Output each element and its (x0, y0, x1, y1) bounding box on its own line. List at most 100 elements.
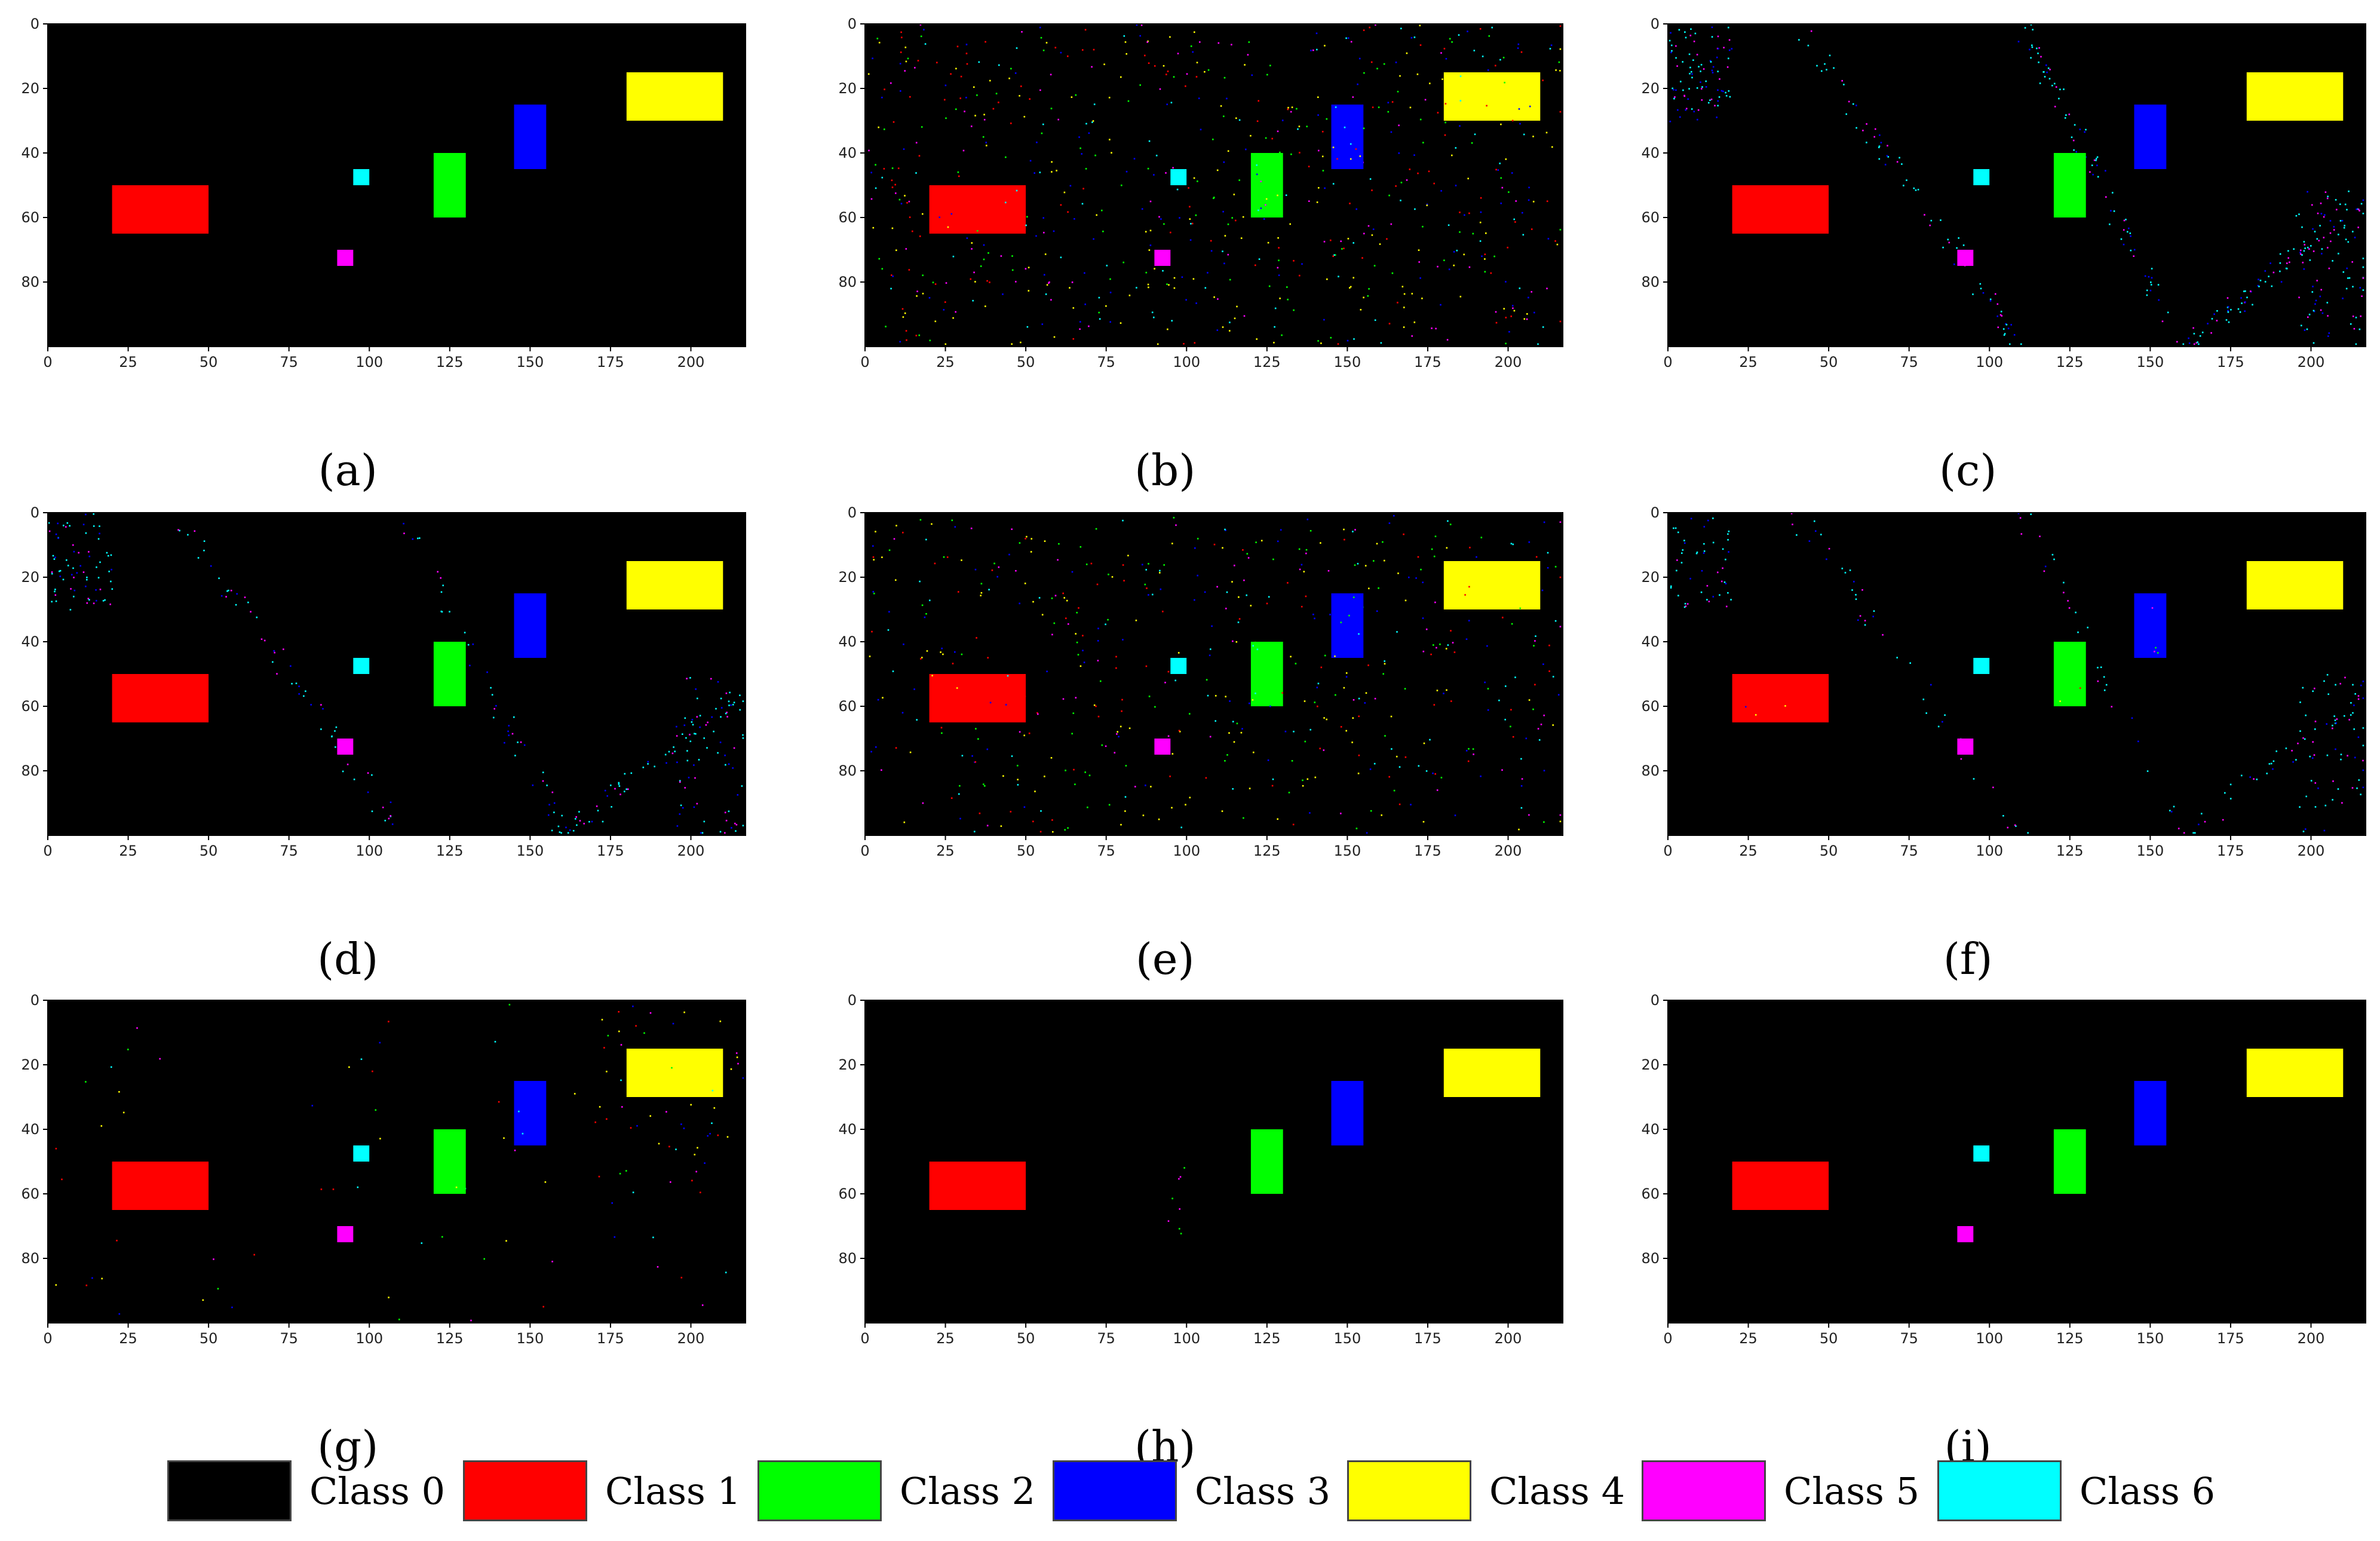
class-region-5 (1957, 250, 1974, 266)
noise-pixel (55, 600, 57, 602)
noise-pixel (2279, 270, 2281, 272)
noise-pixel (1691, 108, 1693, 110)
noise-pixel (982, 136, 984, 138)
noise-pixel (2059, 88, 2061, 90)
noise-pixel (1792, 523, 1793, 525)
x-tick-label: 150 (2136, 1330, 2164, 1347)
noise-pixel (2341, 802, 2343, 804)
dropout-pixel (1459, 100, 1462, 102)
noise-pixel (986, 748, 989, 750)
noise-pixel (1397, 302, 1398, 304)
dropout-pixel (2305, 577, 2307, 579)
panel-label: (a) (318, 445, 378, 495)
noise-pixel (652, 1236, 654, 1239)
noise-pixel (1859, 615, 1861, 617)
noise-pixel (1497, 169, 1499, 171)
noise-pixel (1144, 54, 1146, 57)
noise-pixel (1246, 594, 1247, 596)
noise-pixel (1271, 137, 1273, 140)
noise-pixel (2031, 46, 2034, 48)
noise-pixel (901, 36, 903, 38)
noise-pixel (621, 1106, 623, 1108)
noise-pixel (1872, 615, 1874, 618)
noise-pixel (679, 781, 681, 783)
noise-pixel (1367, 664, 1369, 666)
noise-pixel (955, 311, 956, 313)
noise-pixel (1403, 533, 1404, 535)
noise-pixel (1358, 697, 1360, 700)
noise-pixel (1315, 32, 1318, 35)
noise-pixel (1712, 541, 1715, 544)
dropout-pixel (1468, 586, 1470, 588)
noise-pixel (1040, 810, 1042, 812)
dropout-pixel (1258, 209, 1259, 212)
noise-pixel (1162, 611, 1164, 612)
noise-pixel (1237, 621, 1240, 623)
noise-pixel (1436, 647, 1437, 649)
y-tick-label: 20 (838, 569, 857, 586)
noise-pixel (1314, 617, 1315, 620)
noise-pixel (1861, 589, 1863, 591)
noise-pixel (1305, 552, 1307, 554)
noise-pixel (1060, 204, 1062, 206)
class-region-3 (514, 1081, 547, 1145)
noise-pixel (672, 1022, 674, 1025)
noise-pixel (1376, 543, 1378, 545)
noise-pixel (929, 599, 931, 602)
noise-pixel (110, 554, 112, 556)
noise-pixel (1700, 591, 1703, 593)
noise-pixel (2123, 243, 2125, 246)
noise-pixel (1028, 266, 1030, 268)
panel-label: (d) (317, 934, 378, 984)
noise-pixel (1216, 586, 1218, 588)
x-tick-label: 0 (860, 843, 869, 859)
noise-pixel (618, 782, 620, 784)
noise-pixel (682, 733, 683, 735)
noise-pixel (1151, 311, 1154, 314)
noise-pixel (958, 591, 959, 593)
noise-pixel (583, 823, 585, 825)
noise-pixel (895, 192, 897, 194)
noise-pixel (1676, 65, 1678, 67)
noise-pixel (1098, 296, 1100, 299)
noise-pixel (705, 724, 707, 726)
noise-pixel (2054, 82, 2056, 85)
panel-label: (c) (1939, 445, 1997, 495)
noise-pixel (1295, 663, 1297, 664)
noise-pixel (1541, 589, 1544, 592)
noise-pixel (1068, 623, 1069, 625)
noise-pixel (1249, 788, 1251, 789)
x-tick-label: 125 (2056, 843, 2084, 859)
noise-pixel (2299, 806, 2301, 808)
x-tick-label: 150 (1333, 1330, 1361, 1347)
noise-pixel (2360, 203, 2363, 205)
noise-pixel (2240, 297, 2242, 299)
noise-pixel (916, 719, 918, 721)
noise-pixel (1674, 527, 1677, 529)
noise-pixel (1459, 231, 1461, 233)
noise-pixel (1319, 747, 1321, 749)
noise-pixel (569, 829, 571, 831)
noise-pixel (1350, 41, 1352, 43)
class-region-6 (1973, 658, 1990, 674)
noise-pixel (1930, 219, 1933, 222)
noise-pixel (1258, 258, 1260, 260)
noise-pixel (1067, 55, 1069, 57)
noise-pixel (1349, 203, 1351, 204)
noise-pixel (867, 73, 870, 75)
noise-pixel (1255, 541, 1257, 543)
noise-pixel (2063, 88, 2065, 90)
noise-pixel (1723, 47, 1725, 48)
noise-pixel (1717, 100, 1719, 102)
noise-pixel (213, 1258, 214, 1260)
noise-pixel (1343, 528, 1345, 531)
noise-pixel (332, 1188, 335, 1190)
noise-pixel (731, 827, 732, 829)
noise-pixel (1293, 731, 1295, 733)
noise-pixel (1691, 73, 1693, 75)
noise-pixel (95, 589, 97, 591)
noise-pixel (2326, 197, 2329, 200)
noise-pixel (1499, 163, 1501, 164)
noise-pixel (1029, 160, 1032, 162)
noise-pixel (2084, 131, 2085, 133)
